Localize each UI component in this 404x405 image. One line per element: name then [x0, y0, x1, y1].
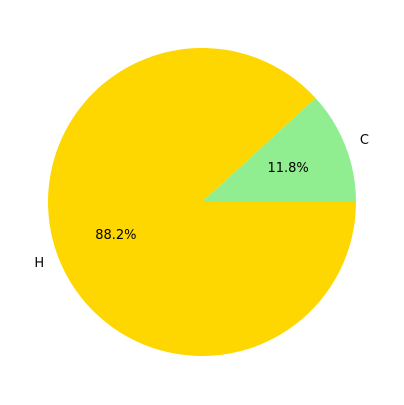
percent-label-h: 88.2% — [95, 228, 136, 243]
percent-label-c: 11.8% — [267, 161, 308, 176]
category-label-h: H — [34, 256, 44, 271]
pie-slice-c — [202, 98, 356, 202]
pie-slice-h — [48, 47, 356, 356]
pie-slices — [48, 47, 356, 356]
pie-labels: 88.2% H 11.8% C — [34, 133, 369, 271]
category-label-c: C — [360, 133, 369, 148]
